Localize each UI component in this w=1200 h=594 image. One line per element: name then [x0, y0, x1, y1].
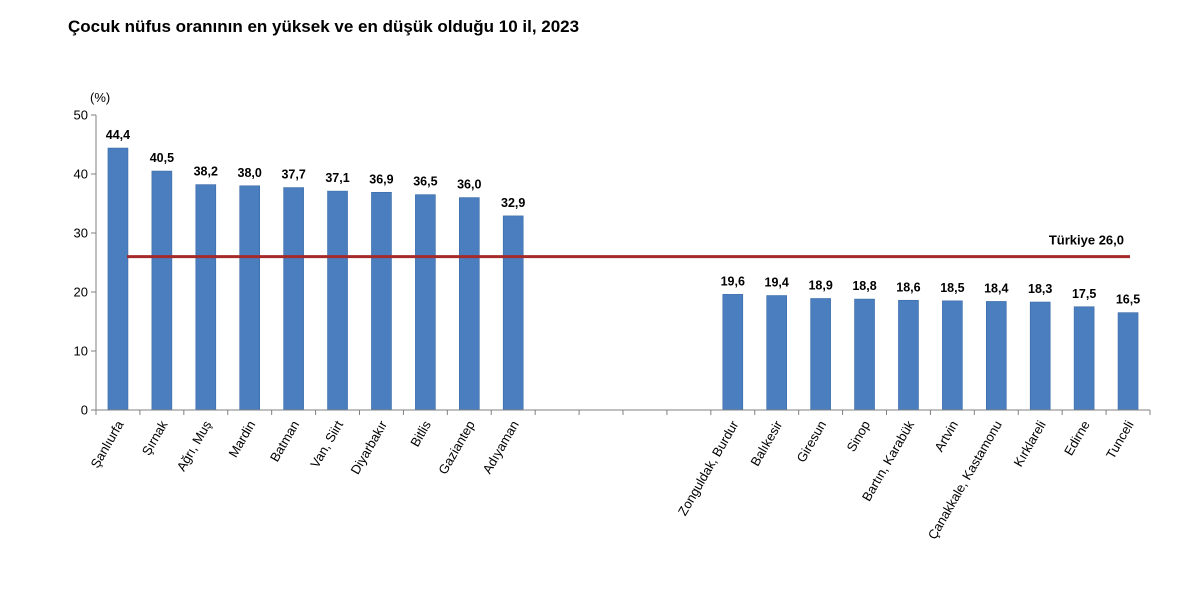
bar: [985, 301, 1007, 411]
bar: [854, 298, 875, 411]
y-tick-label: 10: [74, 344, 88, 359]
bar: [283, 187, 304, 411]
bar-value-label: 19,4: [765, 276, 789, 290]
bar-value-label: 37,7: [281, 168, 305, 182]
category-label: Şırnak: [139, 418, 171, 458]
bar: [107, 147, 129, 411]
bar: [722, 294, 744, 411]
bar-value-label: 36,9: [369, 172, 393, 186]
bar: [1029, 301, 1051, 411]
category-label: Adıyaman: [480, 418, 522, 476]
bar: [415, 194, 436, 411]
bar: [502, 215, 524, 411]
category-label: Mardin: [225, 418, 258, 460]
bar: [1117, 312, 1139, 411]
bar: [327, 190, 348, 411]
bar-value-label: 40,5: [150, 151, 174, 165]
bar-value-label: 32,9: [501, 196, 525, 210]
bar-value-label: 18,9: [808, 278, 832, 292]
y-tick-label: 50: [74, 108, 88, 123]
bar: [151, 170, 173, 411]
category-label: Ağrı, Muş: [174, 418, 215, 474]
bar-value-label: 18,3: [1028, 282, 1052, 296]
reference-line-label: Türkiye 26,0: [1049, 233, 1124, 248]
bar-value-label: 16,5: [1116, 293, 1140, 307]
bar: [458, 197, 480, 411]
reference-line-layer: Türkiye 26,0: [127, 233, 1130, 259]
bar: [766, 295, 788, 411]
category-label: Bitlis: [407, 418, 434, 450]
bar: [810, 298, 831, 411]
bar: [371, 191, 392, 411]
bar-value-label: 18,5: [940, 281, 964, 295]
category-label: Van, Siirt: [307, 418, 346, 471]
bar-value-label: 37,1: [325, 171, 349, 185]
category-label: Giresun: [793, 418, 829, 465]
y-tick-label: 20: [74, 285, 88, 300]
bar-value-label: 17,5: [1072, 287, 1096, 301]
bar-value-label: 38,0: [238, 166, 262, 180]
bar-value-label: 36,0: [457, 178, 481, 192]
axes-layer: 0 10 20 30 40 50: [74, 108, 1151, 418]
category-label: Diyarbakır: [347, 417, 390, 476]
bar: [942, 300, 963, 411]
category-label: Tunceli: [1103, 418, 1137, 461]
category-label: Batman: [267, 418, 302, 464]
bar-value-label: 38,2: [194, 165, 218, 179]
category-label: Zonguldak, Burdur: [675, 417, 742, 518]
category-label: Kırklareli: [1011, 418, 1049, 469]
category-label: Edirne: [1061, 418, 1093, 458]
y-tick-label: 0: [81, 403, 88, 418]
bar-value-label: 44,4: [106, 128, 130, 142]
bar: [898, 299, 919, 411]
category-label: Sinop: [844, 418, 874, 454]
bar-value-label: 18,4: [984, 281, 1008, 295]
y-tick-label: 30: [74, 226, 88, 241]
bar: [195, 184, 217, 411]
bar: [239, 185, 261, 411]
bar-value-label: 19,6: [721, 274, 745, 288]
bar-value-label: 18,6: [896, 280, 920, 294]
category-label: Şanlıurfa: [88, 417, 127, 470]
chart-title: Çocuk nüfus oranının en yüksek ve en düş…: [68, 17, 580, 36]
category-label: Artvin: [931, 418, 961, 454]
bar: [1073, 306, 1095, 411]
category-label: Gaziantep: [435, 418, 478, 477]
category-label: Balıkesir: [747, 417, 785, 468]
y-axis-unit-label: (%): [90, 90, 110, 105]
bar-value-label: 36,5: [413, 175, 437, 189]
y-tick-label: 40: [74, 167, 88, 182]
bars-layer: [107, 147, 1139, 411]
bar-value-label: 18,8: [852, 279, 876, 293]
